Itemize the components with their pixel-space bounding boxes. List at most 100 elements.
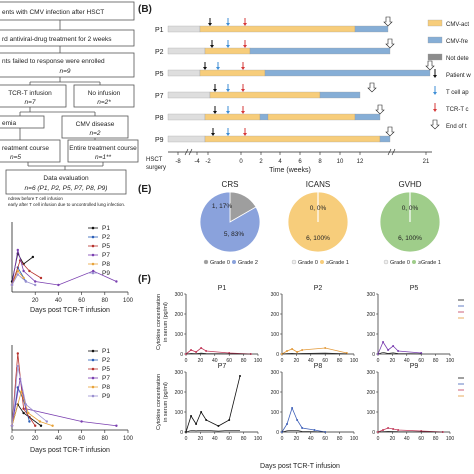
cytokine-point-P9 bbox=[397, 429, 400, 431]
x-axis-title: Time (weeks) bbox=[269, 167, 311, 174]
arrow-head-icon bbox=[226, 89, 230, 92]
arrow-head-icon bbox=[211, 133, 215, 136]
flow-text: n=2 bbox=[89, 130, 100, 137]
x-tick-label: 40 bbox=[308, 358, 314, 364]
flow-text: Data evaluation bbox=[43, 175, 89, 182]
legend-arrow-head-icon bbox=[433, 92, 437, 95]
y-axis-title: Cytokine concentration bbox=[156, 374, 162, 430]
series-point-P7 bbox=[115, 280, 118, 283]
legend-label: CMV-act bbox=[446, 22, 469, 28]
x-tick-label: 4 bbox=[278, 159, 282, 165]
cytokine-line-P7 bbox=[185, 375, 241, 433]
x-tick-label: 0 bbox=[185, 358, 188, 364]
x-tick-label: 40 bbox=[404, 436, 410, 442]
y-tick-label: 300 bbox=[367, 292, 376, 298]
arrow-head-icon bbox=[243, 45, 247, 48]
flow-text: n=2* bbox=[97, 99, 111, 106]
flow-text: emia bbox=[2, 120, 16, 127]
legend-label: T cell ap bbox=[446, 90, 469, 96]
legend-marker bbox=[91, 226, 95, 230]
y-tick-label: 300 bbox=[367, 370, 376, 376]
timeline-bar-active bbox=[199, 69, 266, 77]
timeline-bar-pre bbox=[167, 135, 206, 143]
series-point-P9 bbox=[16, 273, 19, 276]
series-line-P9 bbox=[11, 366, 48, 426]
flow-footnote: early after T cell infusion due to uncon… bbox=[8, 202, 125, 207]
x-tick-label: 21 bbox=[423, 159, 430, 165]
series-point-P9 bbox=[34, 283, 37, 287]
panel-e-pies: (E) CRS 1, 17% 5, 83% Grade 0 Grade 2 ICANS 0, … bbox=[138, 180, 441, 266]
small-multiple-title: P5 bbox=[410, 285, 419, 292]
series-point-P5 bbox=[34, 424, 37, 427]
axis-break-icon bbox=[184, 148, 193, 156]
series-line-P5 bbox=[11, 259, 42, 286]
y-tick-label: 0 bbox=[276, 430, 279, 436]
cytokine-point-P2 bbox=[301, 349, 304, 351]
pie-data-label: 0, 0% bbox=[402, 205, 419, 212]
x-tick-label: 20 bbox=[198, 358, 204, 364]
legend-label: P7 bbox=[102, 252, 110, 259]
y-tick-label: 0 bbox=[180, 430, 183, 436]
legend-label: TCR-T c bbox=[446, 107, 469, 113]
x-tick-label: 80 bbox=[241, 436, 247, 442]
cytokine-line-P8 bbox=[281, 406, 326, 433]
pie-legend-label: Grade 0 bbox=[390, 260, 410, 266]
y-tick-label: 200 bbox=[367, 312, 376, 318]
x-tick-label: 0 bbox=[377, 358, 380, 364]
cytokine-baseline-P8 bbox=[281, 430, 326, 433]
timeline-row-label: P9 bbox=[155, 137, 164, 144]
arrow-head-icon bbox=[203, 67, 207, 70]
x-tick-label: 0 bbox=[377, 436, 380, 442]
cytokine-point-P1 bbox=[200, 347, 203, 349]
cytokine-point-P5 bbox=[392, 345, 395, 347]
x-tick-label: 40 bbox=[55, 436, 62, 442]
legend-marker bbox=[91, 271, 95, 275]
pie-legend-marker bbox=[383, 259, 389, 265]
pie-title: CRS bbox=[222, 180, 239, 189]
series-point-P7 bbox=[57, 283, 60, 287]
cytokine-baseline-P5 bbox=[377, 352, 422, 355]
x-tick-label: 60 bbox=[78, 298, 85, 304]
series-point-P9 bbox=[45, 420, 48, 423]
pie-legend-label: ≥Grade 1 bbox=[418, 260, 441, 266]
cytokine-point-P5 bbox=[420, 352, 423, 354]
timeline-bar-active bbox=[209, 91, 321, 99]
arrow-head-icon bbox=[226, 111, 230, 114]
y-tick-label: 100 bbox=[367, 410, 376, 416]
pie-data-label: 6, 100% bbox=[306, 235, 330, 242]
x-tick-label: 80 bbox=[337, 436, 343, 442]
flow-text: Entire treatment course bbox=[69, 145, 137, 152]
x-tick-label: 20 bbox=[32, 298, 39, 304]
legend-label: P1 bbox=[102, 225, 110, 232]
end-of-treatment-arrow-icon bbox=[385, 126, 395, 137]
series-line-P7 bbox=[11, 378, 117, 427]
x-tick-label: 40 bbox=[212, 358, 218, 364]
x-axis-title: Days post TCR-T infusion bbox=[30, 447, 110, 454]
pie-legend-label: Grade 0 bbox=[210, 260, 230, 266]
cytokine-point-P9 bbox=[420, 430, 423, 432]
pie-legend-label: ≥Grade 1 bbox=[326, 260, 349, 266]
x-tick-label: 40 bbox=[55, 298, 62, 304]
flow-box-tcrt bbox=[0, 84, 67, 108]
cytokine-line-P5 bbox=[377, 341, 422, 355]
x-tick-label: 20 bbox=[32, 436, 39, 442]
x-tick-label: 100 bbox=[350, 436, 359, 442]
y-tick-label: 200 bbox=[271, 312, 280, 318]
legend-marker bbox=[91, 385, 95, 389]
cytokine-point-P7 bbox=[195, 423, 198, 425]
pie-slice bbox=[199, 191, 261, 253]
pie-legend-label: Grade 2 bbox=[238, 260, 258, 266]
x-tick-label: 20 bbox=[198, 436, 204, 442]
timeline-bar-pre bbox=[167, 91, 211, 99]
x-tick-label: 0 bbox=[239, 159, 243, 165]
x-tick-label: 80 bbox=[433, 358, 439, 364]
y-axis-title: Cytokine concentration bbox=[156, 294, 162, 350]
x-tick-label: 60 bbox=[418, 358, 424, 364]
series-point-P7 bbox=[92, 269, 95, 273]
cytokine-point-P8 bbox=[296, 419, 299, 421]
x-tick-label: 20 bbox=[294, 436, 300, 442]
x-tick-label: 40 bbox=[308, 436, 314, 442]
x-tick-label: 0 bbox=[185, 436, 188, 442]
timeline-bar-free bbox=[259, 113, 269, 121]
